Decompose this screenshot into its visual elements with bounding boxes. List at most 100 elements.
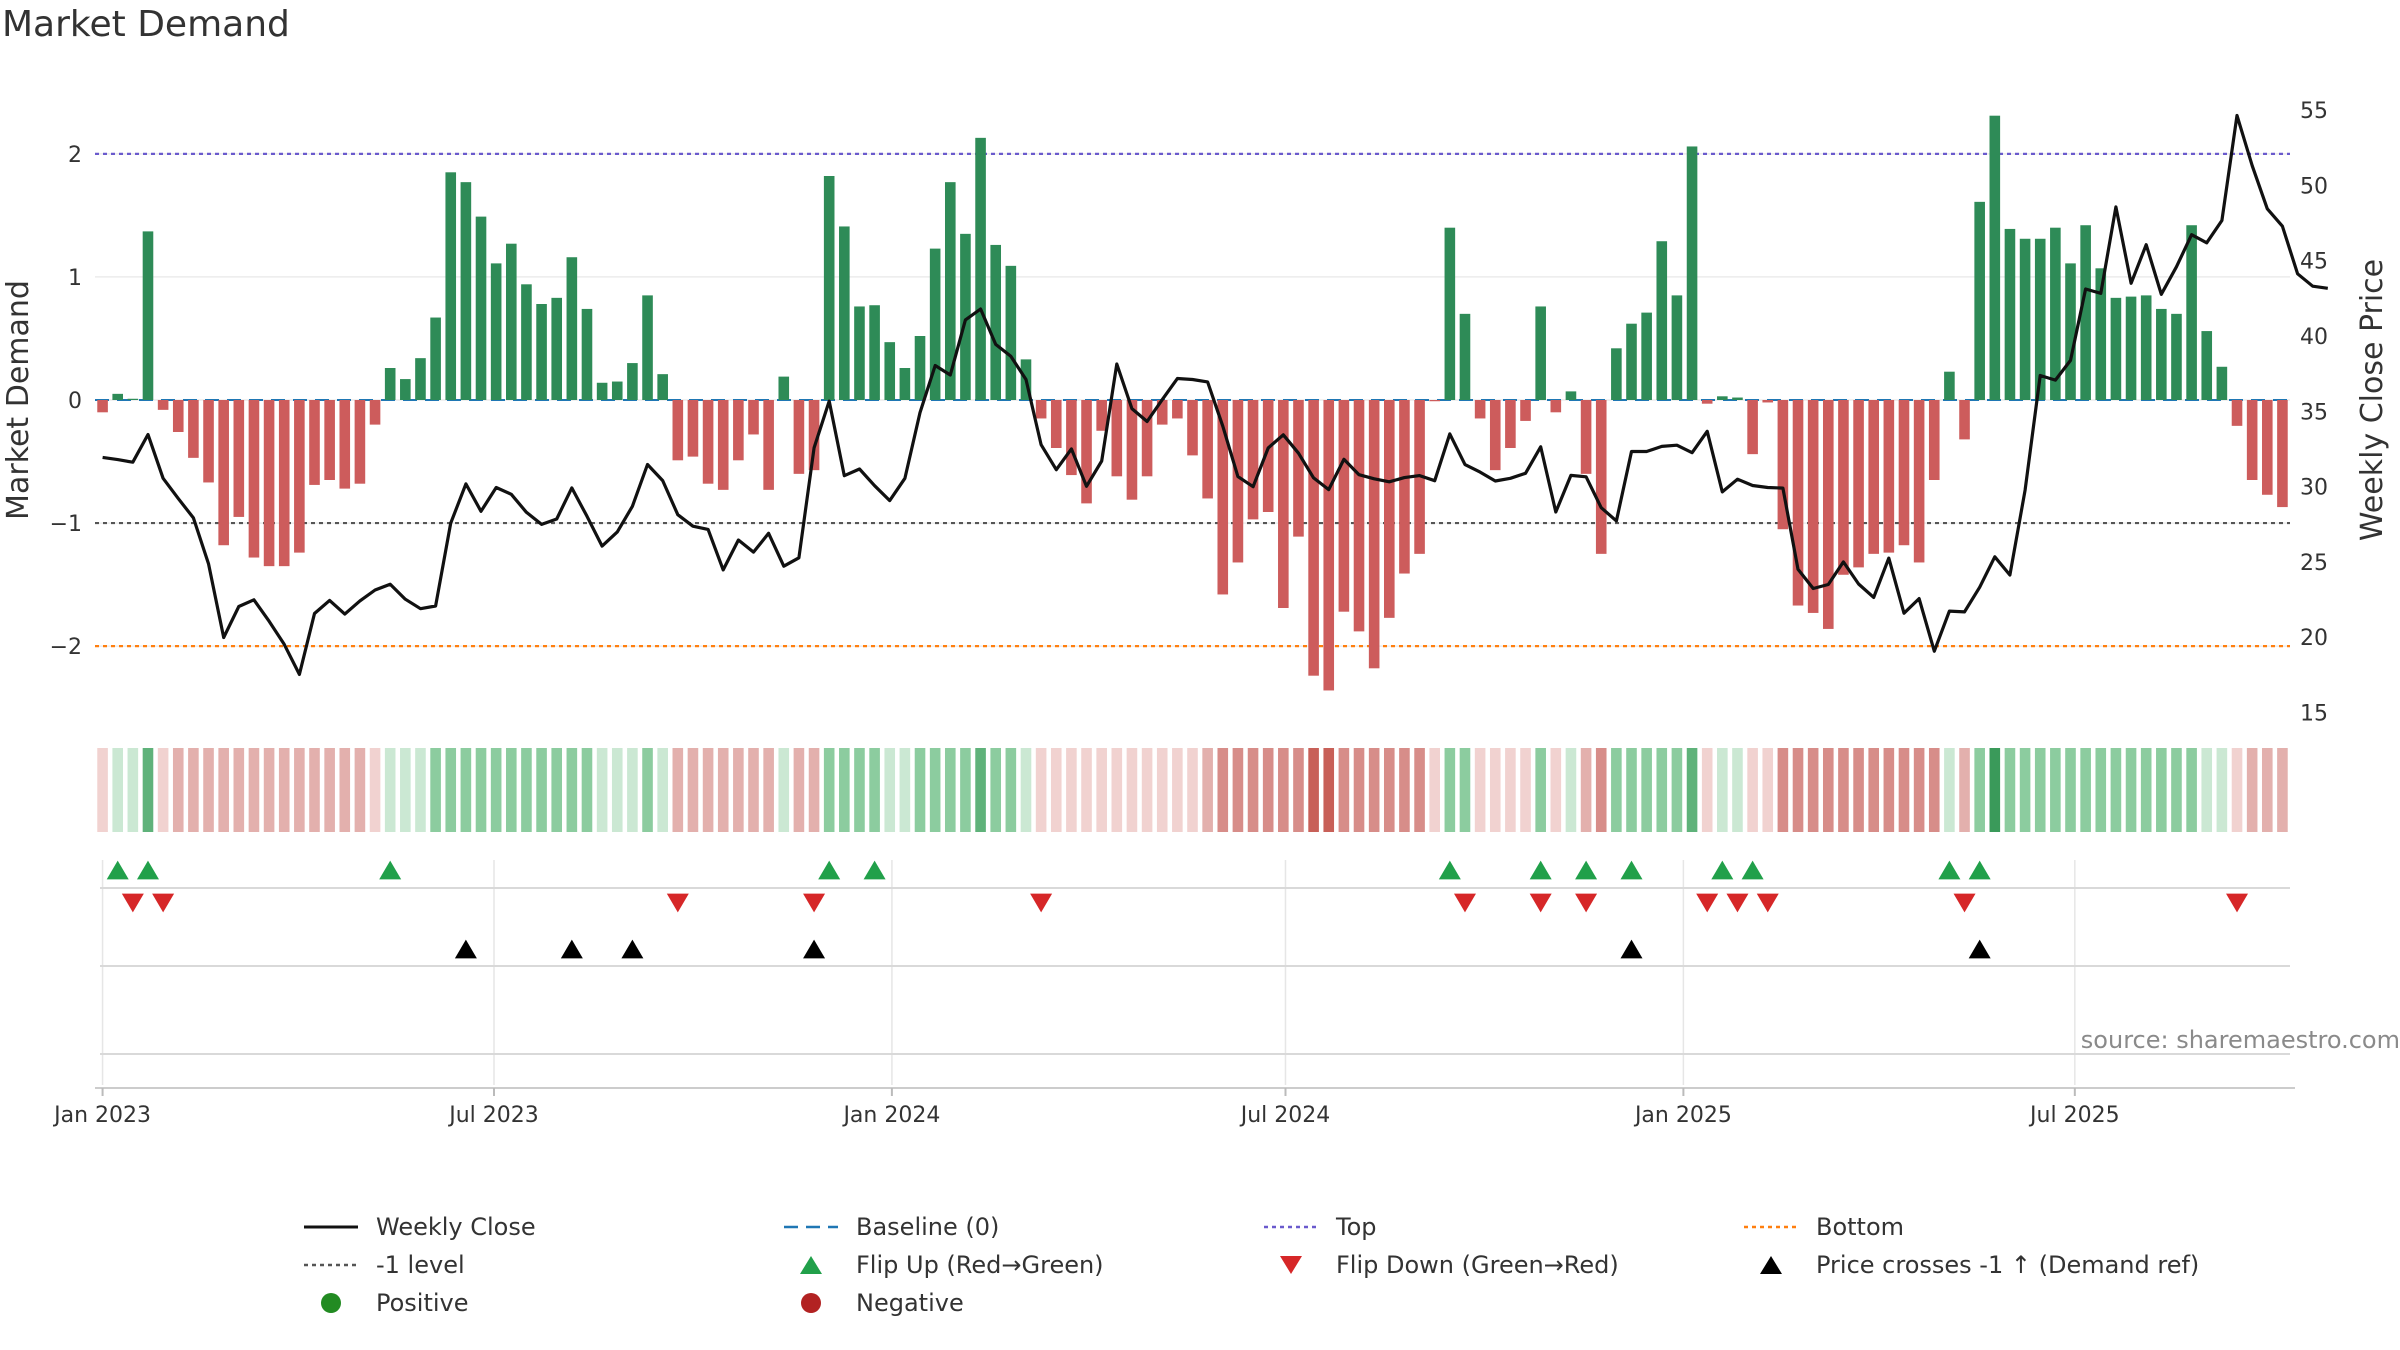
heat-band-cell bbox=[203, 748, 214, 832]
heat-band-cell bbox=[521, 748, 532, 832]
demand-bar bbox=[233, 400, 245, 517]
demand-bars bbox=[97, 115, 2288, 691]
heat-band-cell bbox=[778, 748, 790, 832]
demand-bar bbox=[1474, 400, 1486, 419]
demand-bar bbox=[1626, 323, 1637, 400]
heat-band-cell bbox=[339, 748, 351, 832]
demand-bar bbox=[884, 342, 896, 400]
flip-down-marker bbox=[803, 893, 826, 913]
heat-band-cell bbox=[733, 748, 744, 832]
demand-bar bbox=[1550, 400, 1562, 413]
flip-down-marker bbox=[121, 893, 144, 913]
heat-band-cell bbox=[1278, 748, 1289, 832]
demand-bar bbox=[1686, 146, 1698, 400]
demand-bar bbox=[2125, 296, 2137, 400]
legend-label: Negative bbox=[856, 1289, 964, 1317]
heat-band-cell bbox=[2095, 748, 2107, 832]
demand-bar bbox=[1671, 295, 1683, 400]
heat-band-cell bbox=[929, 748, 941, 832]
heat-band-cell bbox=[657, 748, 668, 832]
heat-band-cell bbox=[536, 748, 547, 832]
demand-bar bbox=[899, 368, 911, 400]
heat-band-cell bbox=[127, 748, 139, 832]
y2-tick-label: 30 bbox=[2300, 476, 2328, 501]
demand-bar bbox=[1262, 400, 1274, 512]
dot-purple-legend-icon bbox=[1264, 1225, 1318, 1229]
heat-band-cell bbox=[263, 748, 275, 832]
heat-band-cell bbox=[2004, 748, 2016, 832]
heat-band-cell bbox=[460, 748, 472, 832]
demand-bar bbox=[430, 317, 441, 400]
demand-bar bbox=[1111, 400, 1123, 477]
demand-bar bbox=[157, 400, 169, 410]
demand-bar bbox=[839, 226, 850, 400]
weekly-close-line-group bbox=[102, 113, 2329, 677]
demand-bar bbox=[1580, 400, 1592, 474]
heat-band-cell bbox=[1913, 748, 1925, 832]
heat-band-cell bbox=[899, 748, 911, 832]
dot-gray-legend-icon bbox=[304, 1263, 358, 1267]
demand-bar bbox=[1035, 400, 1047, 419]
demand-bar bbox=[2277, 400, 2288, 508]
demand-bar bbox=[2201, 331, 2213, 400]
heat-band-cell bbox=[1732, 748, 1743, 832]
heat-band-cell bbox=[748, 748, 759, 832]
demand-bar bbox=[1838, 400, 1849, 575]
demand-bar bbox=[778, 376, 790, 400]
heat-band-cell bbox=[430, 748, 441, 832]
heat-band-cell bbox=[2231, 748, 2243, 832]
demand-bar bbox=[1928, 400, 1940, 480]
heat-band-cell bbox=[2156, 748, 2167, 832]
demand-bar bbox=[505, 243, 517, 400]
demand-bar bbox=[1611, 348, 1622, 400]
demand-bar bbox=[627, 363, 638, 400]
chart-legend: Weekly Close Baseline (0) Top Bottom -1 leve… bbox=[300, 1210, 2280, 1330]
flip-up-marker bbox=[106, 860, 129, 880]
demand-bar bbox=[1595, 400, 1607, 554]
heat-band-cell bbox=[400, 748, 411, 832]
heat-band-cell bbox=[218, 748, 229, 832]
legend-label: Weekly Close bbox=[376, 1213, 536, 1241]
flip-up-marker bbox=[379, 860, 402, 880]
demand-bar bbox=[581, 308, 593, 400]
heat-band-cell bbox=[2171, 748, 2182, 832]
heat-band-cell bbox=[1020, 748, 1032, 832]
demand-bar bbox=[2095, 268, 2107, 400]
demand-bar bbox=[672, 400, 684, 461]
heat-band-cell bbox=[1141, 748, 1153, 832]
legend-label: Top bbox=[1336, 1213, 1377, 1241]
demand-heat-band bbox=[97, 748, 2288, 832]
demand-bar bbox=[1338, 400, 1350, 612]
heat-band-cell bbox=[642, 748, 653, 832]
price-cross-marker bbox=[560, 939, 583, 959]
heat-band-cell bbox=[1066, 748, 1077, 832]
heat-band-cell bbox=[1262, 748, 1274, 832]
demand-bar bbox=[1050, 400, 1062, 448]
y2-tick-label: 25 bbox=[2300, 551, 2328, 576]
legend-item: Negative bbox=[780, 1286, 964, 1320]
demand-bar bbox=[944, 182, 956, 400]
heat-band-cell bbox=[2080, 748, 2091, 832]
price-cross-marker bbox=[803, 939, 826, 959]
legend-item: -1 level bbox=[300, 1248, 465, 1282]
flip-down-marker bbox=[2226, 893, 2249, 913]
demand-bar bbox=[1126, 400, 1138, 500]
heat-band-cell bbox=[1641, 748, 1652, 832]
heat-band-cell bbox=[1762, 748, 1774, 832]
flip-up-marker bbox=[1741, 860, 1764, 880]
demand-bar bbox=[793, 400, 805, 474]
axes: −2 −1 0 1 2 15 20 25 30 35 40 45 50 55 Jan 2023 Jul 202… bbox=[50, 99, 2328, 1128]
demand-bar bbox=[1293, 400, 1304, 537]
demand-bar bbox=[1278, 400, 1289, 608]
heat-band-cell bbox=[233, 748, 245, 832]
demand-bar bbox=[263, 400, 275, 567]
heat-band-cell bbox=[1989, 748, 2001, 832]
heat-band-cell bbox=[1247, 748, 1259, 832]
line-black-legend-icon bbox=[304, 1225, 358, 1229]
demand-bar bbox=[1641, 312, 1652, 400]
heat-band-cell bbox=[1974, 748, 1985, 832]
y2-tick-label: 55 bbox=[2300, 99, 2328, 124]
demand-bar bbox=[97, 400, 108, 413]
heat-band-cell bbox=[415, 748, 426, 832]
demand-bar bbox=[1323, 400, 1335, 691]
